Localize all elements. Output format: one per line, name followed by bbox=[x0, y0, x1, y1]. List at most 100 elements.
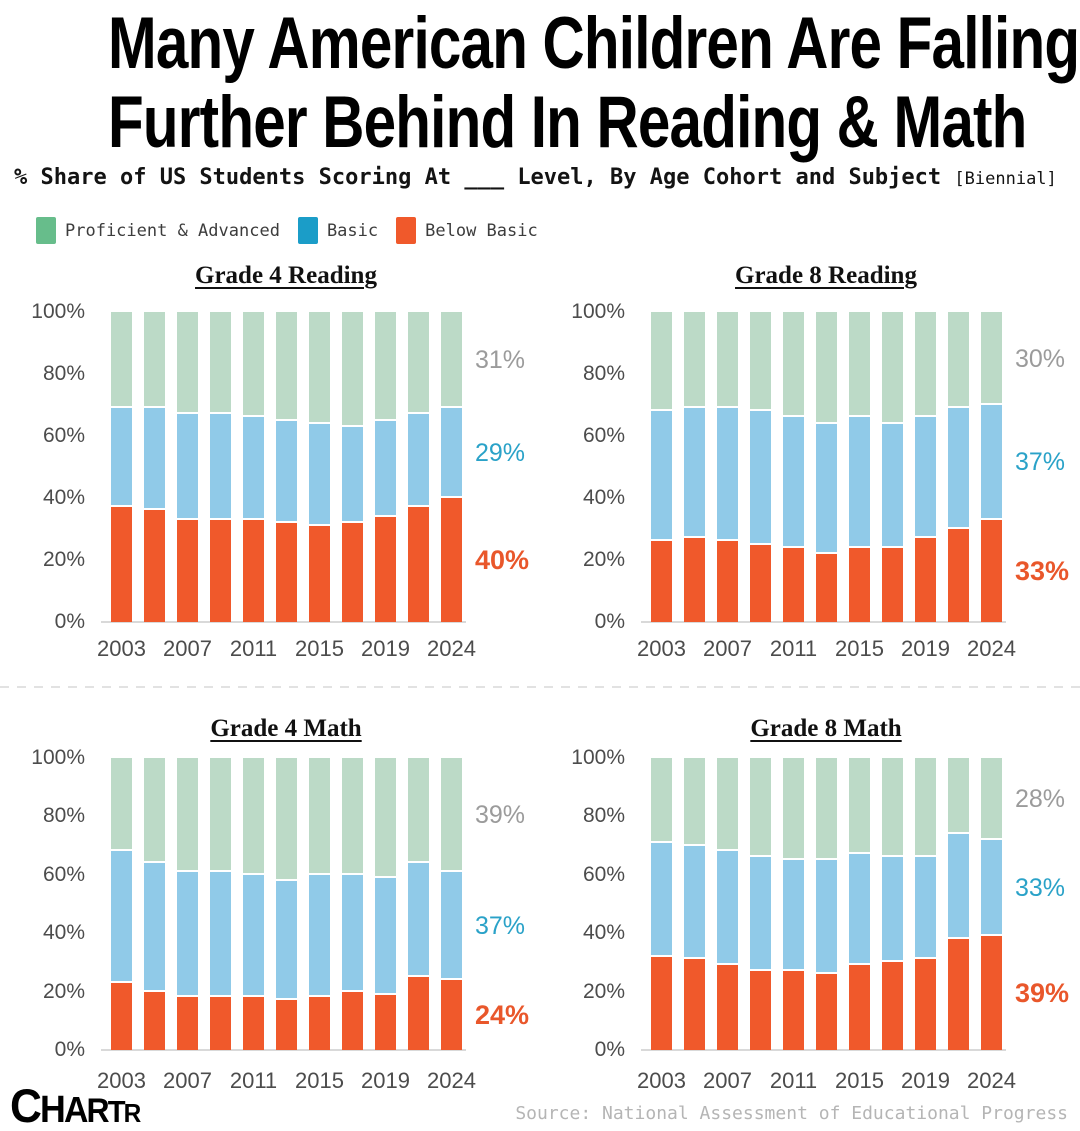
x-axis-line bbox=[101, 621, 466, 623]
proficient-advanced-swatch bbox=[36, 217, 56, 244]
segment-basic bbox=[750, 411, 771, 545]
x-tick-label: 2024 bbox=[427, 636, 476, 661]
chart-subtitle-text: % Share of US Students Scoring At ___ Le… bbox=[14, 165, 942, 190]
segment-proficient-advanced bbox=[309, 758, 330, 875]
x-axis-line bbox=[101, 1049, 466, 1051]
segment-basic bbox=[882, 857, 903, 963]
segment-below-basic bbox=[981, 519, 1002, 622]
x-tick-label: 2011 bbox=[229, 1068, 278, 1093]
segment-below-basic bbox=[408, 977, 429, 1050]
logo-letter: R bbox=[123, 1098, 142, 1128]
segment-basic bbox=[309, 423, 330, 526]
chart-title-grade-8-math: Grade 8 Math bbox=[750, 715, 902, 742]
bar-2013 bbox=[816, 312, 837, 622]
y-tick-label: 20% bbox=[42, 979, 85, 1003]
segment-below-basic bbox=[441, 498, 462, 622]
bar-2022 bbox=[948, 758, 969, 1050]
segment-below-basic bbox=[408, 507, 429, 622]
end-label-basic: 29% bbox=[475, 439, 526, 468]
legend-item-below-basic: Below Basic bbox=[396, 217, 538, 244]
legend-item-proficient-advanced: Proficient & Advanced bbox=[36, 217, 280, 244]
x-tick-label: 2019 bbox=[901, 1068, 950, 1093]
segment-basic bbox=[408, 863, 429, 977]
end-label-below-basic: 39% bbox=[1015, 978, 1070, 1009]
bar-2003 bbox=[651, 312, 672, 622]
segment-proficient-advanced bbox=[684, 758, 705, 846]
bar-2011 bbox=[243, 758, 264, 1050]
y-tick-label: 20% bbox=[582, 548, 625, 571]
page-title: Many American Children Are Falling Furth… bbox=[0, 4, 1080, 162]
segment-basic bbox=[750, 857, 771, 972]
segment-basic bbox=[111, 851, 132, 983]
segment-basic bbox=[342, 874, 363, 992]
segment-basic bbox=[144, 408, 165, 511]
x-axis-line bbox=[641, 1049, 1006, 1051]
end-label-proficient-advanced: 28% bbox=[1015, 784, 1066, 813]
segment-below-basic bbox=[276, 1000, 297, 1050]
bar-2003 bbox=[111, 758, 132, 1050]
legend-item-label: Below Basic bbox=[425, 220, 538, 241]
logo-letter: R bbox=[86, 1092, 110, 1130]
section-divider bbox=[0, 686, 1080, 688]
bar-2017 bbox=[882, 312, 903, 622]
segment-basic bbox=[375, 877, 396, 995]
segment-below-basic bbox=[882, 962, 903, 1050]
segment-proficient-advanced bbox=[111, 758, 132, 852]
segment-below-basic bbox=[783, 547, 804, 622]
bar-2007 bbox=[717, 312, 738, 622]
basic-swatch bbox=[297, 217, 318, 244]
y-tick-label: 80% bbox=[582, 804, 625, 828]
segment-below-basic bbox=[816, 553, 837, 622]
segment-proficient-advanced bbox=[408, 758, 429, 864]
x-tick-label: 2015 bbox=[835, 1068, 884, 1093]
bar-2015 bbox=[309, 312, 330, 622]
end-label-below-basic: 40% bbox=[475, 545, 530, 575]
bar-2019 bbox=[915, 312, 936, 622]
segment-basic bbox=[816, 423, 837, 554]
chart-grade-4-reading: Grade 4 Reading 0% 20% 40% 60% 80% 100% 2003 200… bbox=[0, 258, 540, 678]
segment-below-basic bbox=[717, 541, 738, 622]
y-tick-label: 40% bbox=[582, 921, 625, 945]
segment-below-basic bbox=[948, 939, 969, 1050]
y-tick-label: 0% bbox=[54, 610, 85, 633]
y-tick-label: 0% bbox=[594, 610, 625, 633]
bar-2024 bbox=[981, 312, 1002, 622]
segment-below-basic bbox=[111, 982, 132, 1050]
segment-below-basic bbox=[210, 519, 231, 622]
plot-area bbox=[641, 312, 1006, 623]
chart-grade-8-reading: Grade 8 Reading 0% 20% 40% 60% 80% 100% 2003 200… bbox=[540, 258, 1080, 678]
segment-below-basic bbox=[177, 997, 198, 1050]
y-tick-label: 60% bbox=[42, 424, 85, 447]
chart-grade-8-math: Grade 8 Math 0% 20% 40% 60% 80% 100% 2003 2007 20… bbox=[540, 708, 1080, 1108]
segment-proficient-advanced bbox=[783, 758, 804, 861]
segment-below-basic bbox=[441, 979, 462, 1050]
segment-proficient-advanced bbox=[651, 312, 672, 412]
end-label-below-basic: 24% bbox=[475, 999, 530, 1030]
segment-proficient-advanced bbox=[144, 758, 165, 864]
segment-proficient-advanced bbox=[750, 758, 771, 858]
segment-basic bbox=[342, 426, 363, 523]
bar-2022 bbox=[408, 312, 429, 622]
chart-subtitle-note: [Biennial] bbox=[954, 169, 1057, 189]
segment-basic bbox=[915, 417, 936, 539]
y-tick-label: 20% bbox=[42, 548, 85, 571]
segment-basic bbox=[144, 863, 165, 992]
segment-below-basic bbox=[948, 529, 969, 622]
bar-2013 bbox=[276, 312, 297, 622]
segment-proficient-advanced bbox=[243, 758, 264, 875]
y-tick-label: 80% bbox=[582, 362, 625, 385]
y-tick-label: 0% bbox=[594, 1038, 625, 1061]
logo-letter: T bbox=[107, 1094, 126, 1129]
segment-below-basic bbox=[276, 522, 297, 622]
x-tick-label: 2019 bbox=[901, 636, 950, 661]
segment-below-basic bbox=[177, 519, 198, 622]
x-tick-label: 2024 bbox=[967, 1068, 1016, 1093]
segment-basic bbox=[309, 874, 330, 998]
segment-below-basic bbox=[684, 538, 705, 622]
bar-2019 bbox=[375, 758, 396, 1050]
y-tick-label: 60% bbox=[582, 424, 625, 447]
below-basic-swatch bbox=[396, 217, 417, 244]
segment-below-basic bbox=[210, 997, 231, 1050]
segment-proficient-advanced bbox=[783, 312, 804, 418]
segment-below-basic bbox=[717, 965, 738, 1050]
